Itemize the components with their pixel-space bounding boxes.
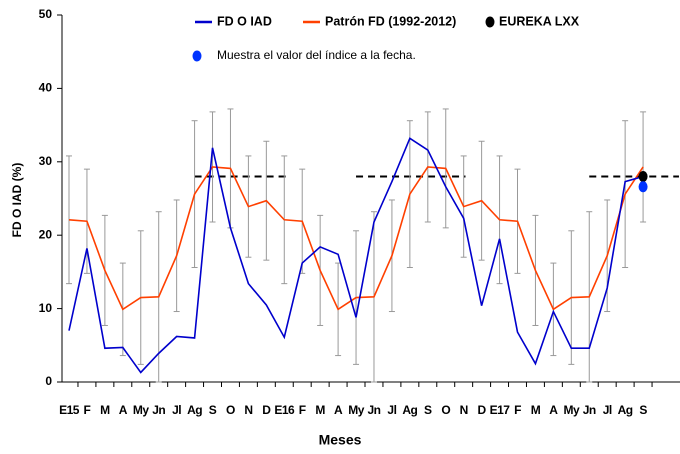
x-tick-label: N <box>460 403 468 417</box>
point <box>638 181 648 193</box>
x-tick-label: Ag <box>618 403 633 417</box>
x-tick-label: D <box>262 403 271 417</box>
x-tick-label: Ag <box>402 403 417 417</box>
y-axis-label: FD O IAD (%) <box>10 163 24 238</box>
series-line <box>68 166 644 311</box>
y-tick-label: 30 <box>39 154 53 168</box>
x-tick-label: D <box>478 403 487 417</box>
x-tick-label: S <box>209 403 217 417</box>
x-tick-label: Jl <box>172 403 181 417</box>
x-tick-label: Jl <box>603 403 612 417</box>
x-tick-label: Jn <box>152 403 165 417</box>
legend-label: EUREKA LXX <box>499 14 580 28</box>
legend-swatch <box>192 50 202 62</box>
x-tick-label: O <box>226 403 235 417</box>
x-tick-label: M <box>315 403 325 417</box>
series-line <box>68 137 644 374</box>
legend-label: Muestra el valor del índice a la fecha. <box>217 48 416 62</box>
legend-label: FD O IAD <box>217 14 272 28</box>
x-tick-label: F <box>84 403 91 417</box>
x-tick-label: N <box>244 403 252 417</box>
x-tick-label: Jl <box>387 403 396 417</box>
x-tick-label: O <box>441 403 450 417</box>
x-tick-label: A <box>334 403 343 417</box>
x-tick-label: A <box>119 403 128 417</box>
x-tick-label: My <box>348 403 364 417</box>
y-tick-label: 0 <box>45 374 52 388</box>
x-tick-label: E16 <box>274 403 295 417</box>
x-tick-label: Ag <box>187 403 202 417</box>
x-tick-label: S <box>424 403 432 417</box>
x-tick-label: F <box>514 403 521 417</box>
point <box>638 170 648 182</box>
x-tick-label: Jn <box>367 403 380 417</box>
y-tick-label: 50 <box>39 7 53 21</box>
x-tick-label: E15 <box>59 403 80 417</box>
legend-label: Patrón FD (1992-2012) <box>325 14 456 28</box>
x-axis-label: Meses <box>319 432 362 448</box>
x-tick-label: My <box>563 403 579 417</box>
x-tick-label: Jn <box>583 403 596 417</box>
x-tick-label: S <box>639 403 647 417</box>
y-tick-label: 10 <box>39 301 53 315</box>
x-tick-label: M <box>100 403 110 417</box>
x-tick-label: My <box>133 403 149 417</box>
y-tick-label: 40 <box>39 81 53 95</box>
legend-swatch <box>485 16 495 28</box>
y-tick-label: 20 <box>39 227 53 241</box>
x-tick-label: M <box>531 403 541 417</box>
x-tick-label: E17 <box>490 403 511 417</box>
x-tick-label: F <box>299 403 306 417</box>
x-tick-label: A <box>549 403 558 417</box>
